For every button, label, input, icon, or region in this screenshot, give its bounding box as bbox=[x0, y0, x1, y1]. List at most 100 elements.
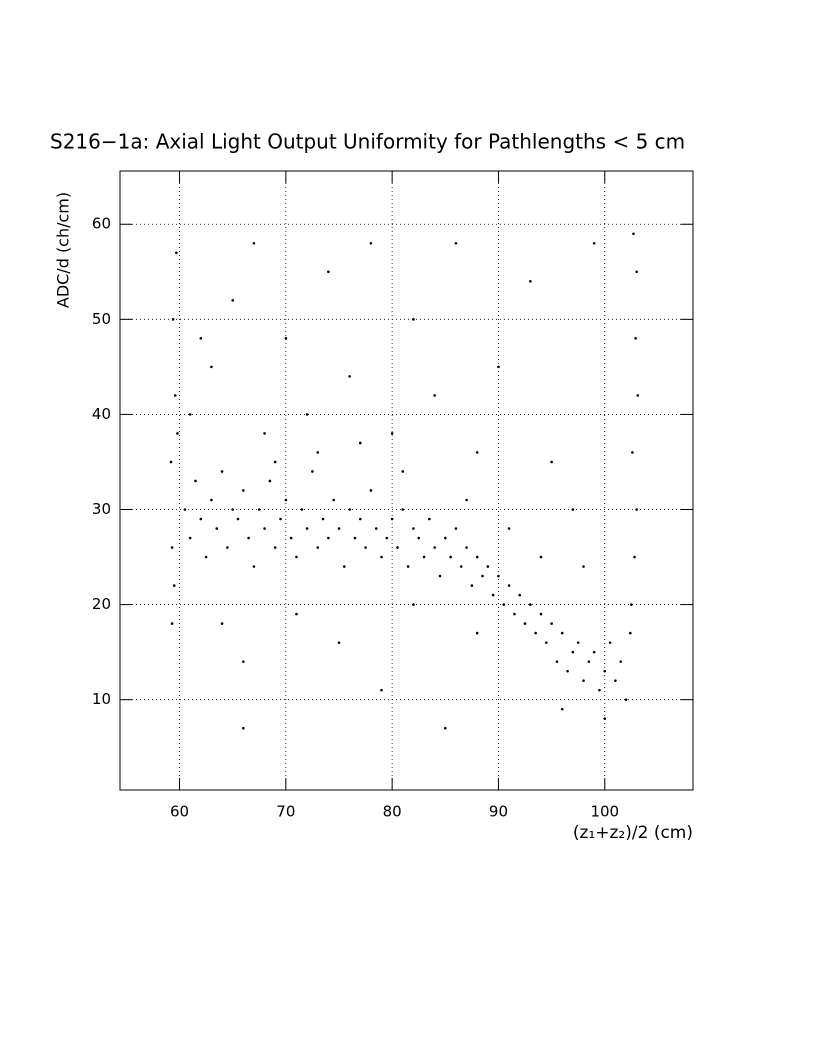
chart-title: S216−1a: Axial Light Output Uniformity f… bbox=[50, 130, 685, 154]
point bbox=[263, 527, 266, 530]
point bbox=[284, 498, 288, 502]
point bbox=[444, 726, 447, 730]
point bbox=[252, 565, 256, 568]
point bbox=[571, 650, 575, 654]
point bbox=[343, 565, 346, 568]
point bbox=[194, 479, 197, 483]
point bbox=[631, 451, 634, 454]
plot-frame bbox=[119, 170, 694, 791]
point bbox=[173, 394, 177, 397]
point bbox=[369, 489, 373, 492]
point bbox=[491, 593, 495, 597]
point bbox=[327, 536, 330, 540]
point bbox=[518, 593, 522, 597]
point bbox=[348, 375, 351, 378]
point bbox=[295, 555, 298, 559]
point bbox=[257, 508, 261, 511]
point bbox=[634, 337, 637, 340]
point bbox=[353, 536, 357, 540]
x-axis-label: (z₁+z₂)/2 (cm) bbox=[573, 823, 693, 843]
point bbox=[598, 688, 601, 692]
point bbox=[523, 622, 527, 625]
point bbox=[295, 612, 298, 616]
point bbox=[465, 498, 468, 502]
y-tick-label: 60 bbox=[92, 215, 111, 233]
point bbox=[321, 517, 325, 521]
point bbox=[385, 536, 389, 540]
point bbox=[475, 555, 479, 559]
point bbox=[465, 546, 468, 549]
y-tick-label: 30 bbox=[92, 500, 111, 518]
x-tick-label: 60 bbox=[170, 803, 189, 821]
point bbox=[592, 650, 596, 654]
point bbox=[544, 641, 548, 644]
y-tick-label: 50 bbox=[92, 310, 111, 328]
point bbox=[507, 584, 511, 587]
point bbox=[539, 555, 543, 559]
point bbox=[624, 698, 628, 701]
point bbox=[337, 527, 341, 530]
point bbox=[242, 660, 245, 663]
point bbox=[529, 603, 532, 606]
point bbox=[316, 451, 320, 454]
point bbox=[587, 660, 591, 663]
point bbox=[204, 555, 208, 559]
point bbox=[502, 603, 506, 606]
x-tick-label: 80 bbox=[383, 803, 402, 821]
point bbox=[428, 517, 431, 521]
point bbox=[364, 546, 367, 549]
point bbox=[210, 498, 213, 502]
point bbox=[438, 574, 442, 578]
point bbox=[433, 546, 436, 549]
y-tick-label: 20 bbox=[92, 595, 111, 613]
point bbox=[175, 251, 178, 255]
point bbox=[242, 489, 245, 492]
point bbox=[560, 707, 564, 711]
point bbox=[534, 631, 537, 635]
point bbox=[619, 660, 623, 663]
point bbox=[560, 631, 564, 635]
point bbox=[236, 517, 240, 521]
point bbox=[628, 631, 632, 635]
point bbox=[550, 460, 553, 464]
point bbox=[497, 365, 500, 369]
point bbox=[550, 622, 553, 625]
point bbox=[401, 508, 405, 511]
point bbox=[417, 536, 421, 540]
y-tick-label: 40 bbox=[92, 405, 111, 423]
point bbox=[406, 565, 410, 568]
point bbox=[486, 565, 490, 568]
point bbox=[348, 508, 351, 511]
point bbox=[316, 546, 320, 549]
point bbox=[566, 669, 569, 673]
point bbox=[220, 470, 224, 473]
point bbox=[390, 432, 394, 435]
point bbox=[176, 432, 179, 435]
point bbox=[454, 241, 458, 245]
point bbox=[390, 517, 394, 521]
point bbox=[633, 555, 636, 559]
point bbox=[210, 365, 213, 369]
point bbox=[170, 622, 174, 625]
point bbox=[215, 527, 219, 530]
point bbox=[305, 527, 309, 530]
y-axis-label: ADC/d (ch/cm) bbox=[54, 192, 73, 308]
point bbox=[171, 318, 175, 321]
point bbox=[170, 546, 174, 549]
point bbox=[571, 508, 575, 511]
point bbox=[374, 527, 378, 530]
point bbox=[231, 508, 234, 511]
point bbox=[401, 470, 405, 473]
point bbox=[475, 451, 479, 454]
x-tick-label: 100 bbox=[590, 803, 619, 821]
point bbox=[603, 669, 607, 673]
point bbox=[475, 631, 479, 635]
point bbox=[337, 641, 341, 644]
point bbox=[470, 584, 474, 587]
point bbox=[608, 641, 612, 644]
point bbox=[497, 574, 500, 578]
point bbox=[358, 517, 362, 521]
point bbox=[169, 460, 173, 464]
point bbox=[635, 508, 638, 511]
